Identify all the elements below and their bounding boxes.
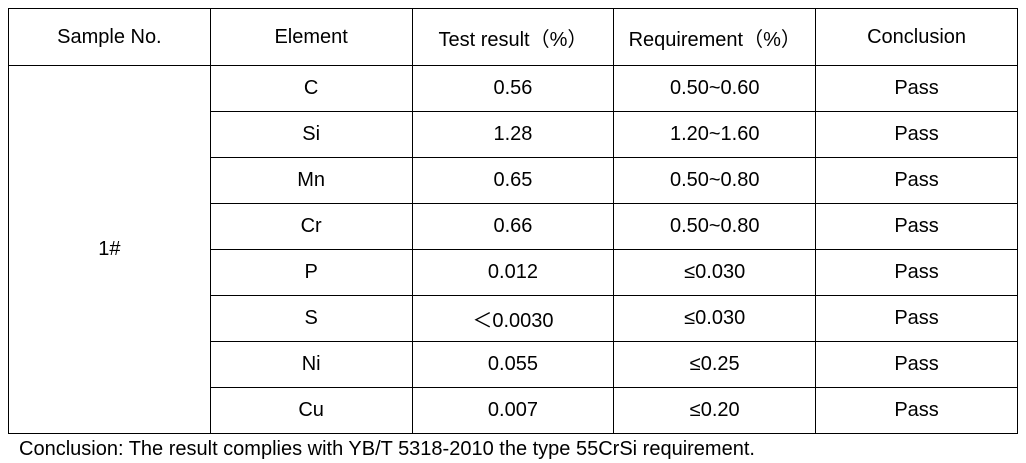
table-cell: 0.66: [411, 203, 615, 250]
table-cell: ≤0.030: [613, 249, 817, 296]
table-cell: ≤0.20: [613, 387, 817, 434]
table-cell: Pass: [815, 157, 1018, 204]
table-cell: Cr: [209, 203, 413, 250]
table-cell: 0.65: [411, 157, 615, 204]
header-cell: Conclusion: [815, 8, 1018, 66]
table-row: S ＜0.0030 ≤0.030 Pass: [9, 295, 1018, 342]
table-cell: 1.20~1.60: [613, 111, 817, 158]
table-cell: ≤0.25: [613, 341, 817, 388]
conclusion-note: Conclusion: The result complies with YB/…: [19, 438, 755, 460]
table-cell: Cu: [209, 387, 413, 434]
header-cell: Test result（%）: [411, 8, 615, 66]
table-cell: Pass: [815, 111, 1018, 158]
table-cell: Mn: [209, 157, 413, 204]
table-cell: Pass: [815, 387, 1018, 434]
header-cell: Requirement（%）: [613, 8, 817, 66]
result-table: Sample No. Element Test result（%） Requireme…: [8, 8, 1018, 434]
header-cell: Sample No.: [8, 8, 211, 66]
table-cell: Pass: [815, 341, 1018, 388]
header-cell: Element: [209, 8, 413, 66]
table-cell: 0.50~0.60: [613, 65, 817, 112]
table-row: Si 1.28 1.20~1.60 Pass: [9, 111, 1018, 158]
table-cell: S: [209, 295, 413, 342]
table-row: Ni 0.055 ≤0.25 Pass: [9, 341, 1018, 388]
table-cell: 0.50~0.80: [613, 157, 817, 204]
table-row: Mn 0.65 0.50~0.80 Pass: [9, 157, 1018, 204]
table-cell: Ni: [209, 341, 413, 388]
header-row: Sample No. Element Test result（%） Requireme…: [8, 8, 1018, 66]
table-cell: Pass: [815, 295, 1018, 342]
table-cell: Pass: [815, 65, 1018, 112]
table-row: P 0.012 ≤0.030 Pass: [9, 249, 1018, 296]
table-cell: 1.28: [411, 111, 615, 158]
table-cell: ≤0.030: [613, 295, 817, 342]
table-cell: C: [209, 65, 413, 112]
table-cell: 0.56: [411, 65, 615, 112]
table-cell: 0.007: [411, 387, 615, 434]
table-row: Cu 0.007 ≤0.20 Pass: [9, 387, 1018, 434]
table-cell: ＜0.0030: [411, 295, 615, 342]
table-cell: Pass: [815, 203, 1018, 250]
table-row: 1# C 0.56 0.50~0.60 Pass: [8, 65, 1018, 434]
table-row: Cr 0.66 0.50~0.80 Pass: [9, 203, 1018, 250]
table-cell: Pass: [815, 249, 1018, 296]
table-cell: P: [209, 249, 413, 296]
sample-cell: 1#: [8, 65, 211, 434]
table-cell: 0.012: [411, 249, 615, 296]
table-cell: 0.055: [411, 341, 615, 388]
table-cell: 0.50~0.80: [613, 203, 817, 250]
table-cell: Si: [209, 111, 413, 158]
